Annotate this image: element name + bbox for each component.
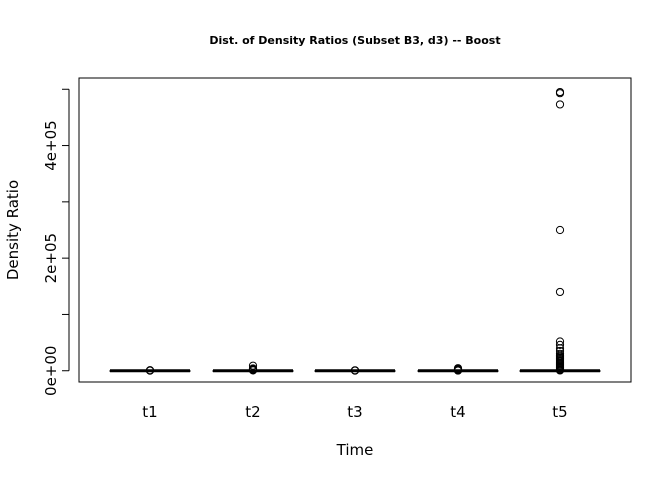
box-t4 [417,364,499,375]
y-tick-label: 0e+00 [42,346,60,396]
outlier-point [145,366,155,375]
x-axis: t1 t2 t3 t4 t5 [142,403,567,421]
outlier-point [350,366,360,375]
outlier-point [555,337,565,346]
outlier-point [248,361,258,370]
outlier-point [248,364,258,373]
x-tick-label: t2 [245,403,260,421]
y-tick-label: 4e+05 [42,120,60,170]
box-t3 [314,366,396,375]
y-tick-label: 2e+05 [42,233,60,283]
outlier-point [555,349,565,358]
outlier-point [555,100,565,109]
y-axis-label: Density Ratio [4,180,22,280]
x-axis-label: Time [336,441,374,459]
x-tick-label: t4 [450,403,465,421]
box-t2 [212,361,294,375]
outlier-point [555,87,565,97]
box-t5 [519,87,601,375]
chart-title: Dist. of Density Ratios (Subset B3, d3) … [209,34,500,47]
outlier-point [555,287,565,297]
x-tick-label: t5 [552,403,567,421]
outlier-point [555,340,565,349]
outlier-point [555,346,565,356]
y-axis: 0e+00 2e+05 4e+05 [42,88,70,396]
x-tick-label: t1 [142,403,157,421]
outlier-point [453,364,463,373]
box-t1 [109,366,191,375]
plot-frame [78,77,632,383]
x-tick-label: t3 [347,403,362,421]
boxes [109,87,601,375]
outlier-point [555,225,565,235]
